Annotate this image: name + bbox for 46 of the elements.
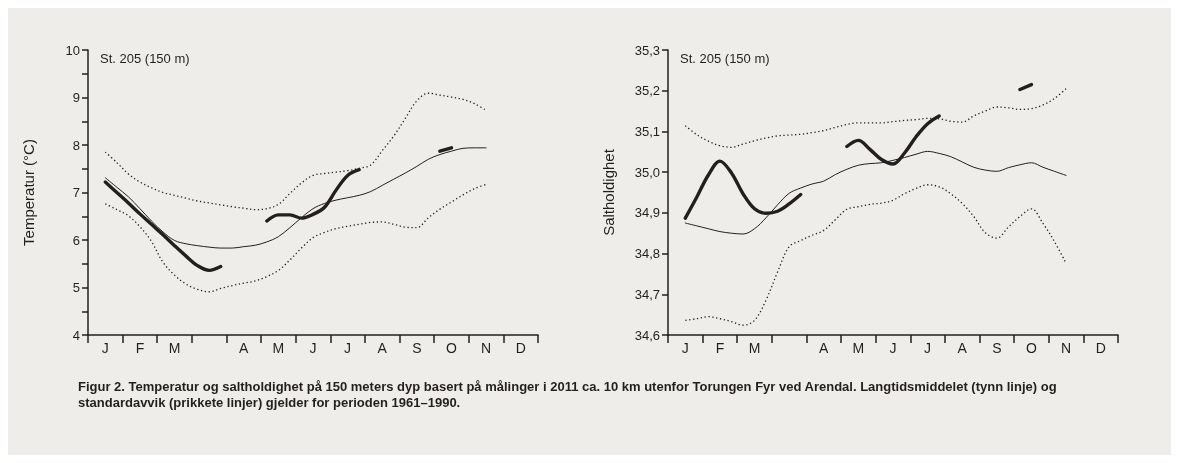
x-tick-label: S (992, 340, 1002, 356)
y-tick-label: 4 (72, 327, 80, 343)
x-tick-label: M (748, 340, 761, 356)
y-tick-label: 10 (65, 42, 80, 58)
y-tick-label: 7 (72, 185, 80, 200)
y-tick-label: 34,9 (634, 205, 660, 221)
x-tick-label: M (168, 340, 181, 356)
x-tick-label: O (1026, 340, 1038, 356)
y-tick-label: 35,3 (634, 42, 660, 58)
x-tick-label: J (309, 340, 317, 356)
text: Figur 2. Temperatur og saltholdighet på 150 meters dyp basert på målinger i 2011 ca. 10 km utenfor Torungen Fyr ved Arendal. Langtidsmiddelet (tynn linje) og standardavvik (prikkete linjer) gjelder for perioden 1961–1990. (78, 379, 1058, 411)
x-tick-label: O (446, 340, 458, 356)
x-tick-label: M (852, 340, 865, 356)
y-axis-title: Temperatur (°C) (20, 139, 37, 246)
x-tick-label: M (272, 340, 285, 356)
x-tick-label: D (1095, 340, 1106, 356)
x-tick-label: J (101, 340, 109, 356)
x-tick-label: N (1061, 340, 1072, 356)
y-axis-title: Saltholdighet (600, 148, 617, 236)
x-tick-label: J (924, 340, 932, 356)
y-tick-label: 34,7 (634, 286, 660, 302)
line-series (104, 183, 487, 293)
line-series (684, 184, 1067, 326)
y-tick-label: 6 (72, 232, 80, 248)
x-tick-label: A (377, 340, 388, 356)
y-tick-label: 34,6 (634, 327, 660, 343)
x-tick-label: A (239, 340, 250, 356)
x-tick-label: J (889, 340, 897, 356)
x-tick-label: D (515, 340, 526, 356)
y-tick-label: 35,1 (634, 123, 660, 139)
y-tick-label: 34,8 (634, 246, 660, 262)
y-tick-label: 35,2 (634, 83, 660, 99)
x-tick-label: S (412, 340, 422, 356)
x-tick-label: A (819, 340, 830, 356)
x-tick-label: J (681, 340, 689, 356)
y-tick-label: 9 (72, 90, 80, 105)
x-tick-label: J (344, 340, 352, 356)
y-tick-label: 8 (72, 137, 80, 153)
annotation: St. 205 (150 m) (100, 51, 190, 66)
x-tick-label: F (135, 340, 145, 356)
annotation: St. 205 (150 m) (680, 51, 770, 66)
x-tick-label: A (957, 340, 968, 356)
y-tick-label: 5 (72, 280, 80, 295)
x-tick-label: N (481, 340, 492, 356)
y-tick-label: 35,0 (634, 164, 660, 180)
x-tick-label: F (715, 340, 725, 356)
